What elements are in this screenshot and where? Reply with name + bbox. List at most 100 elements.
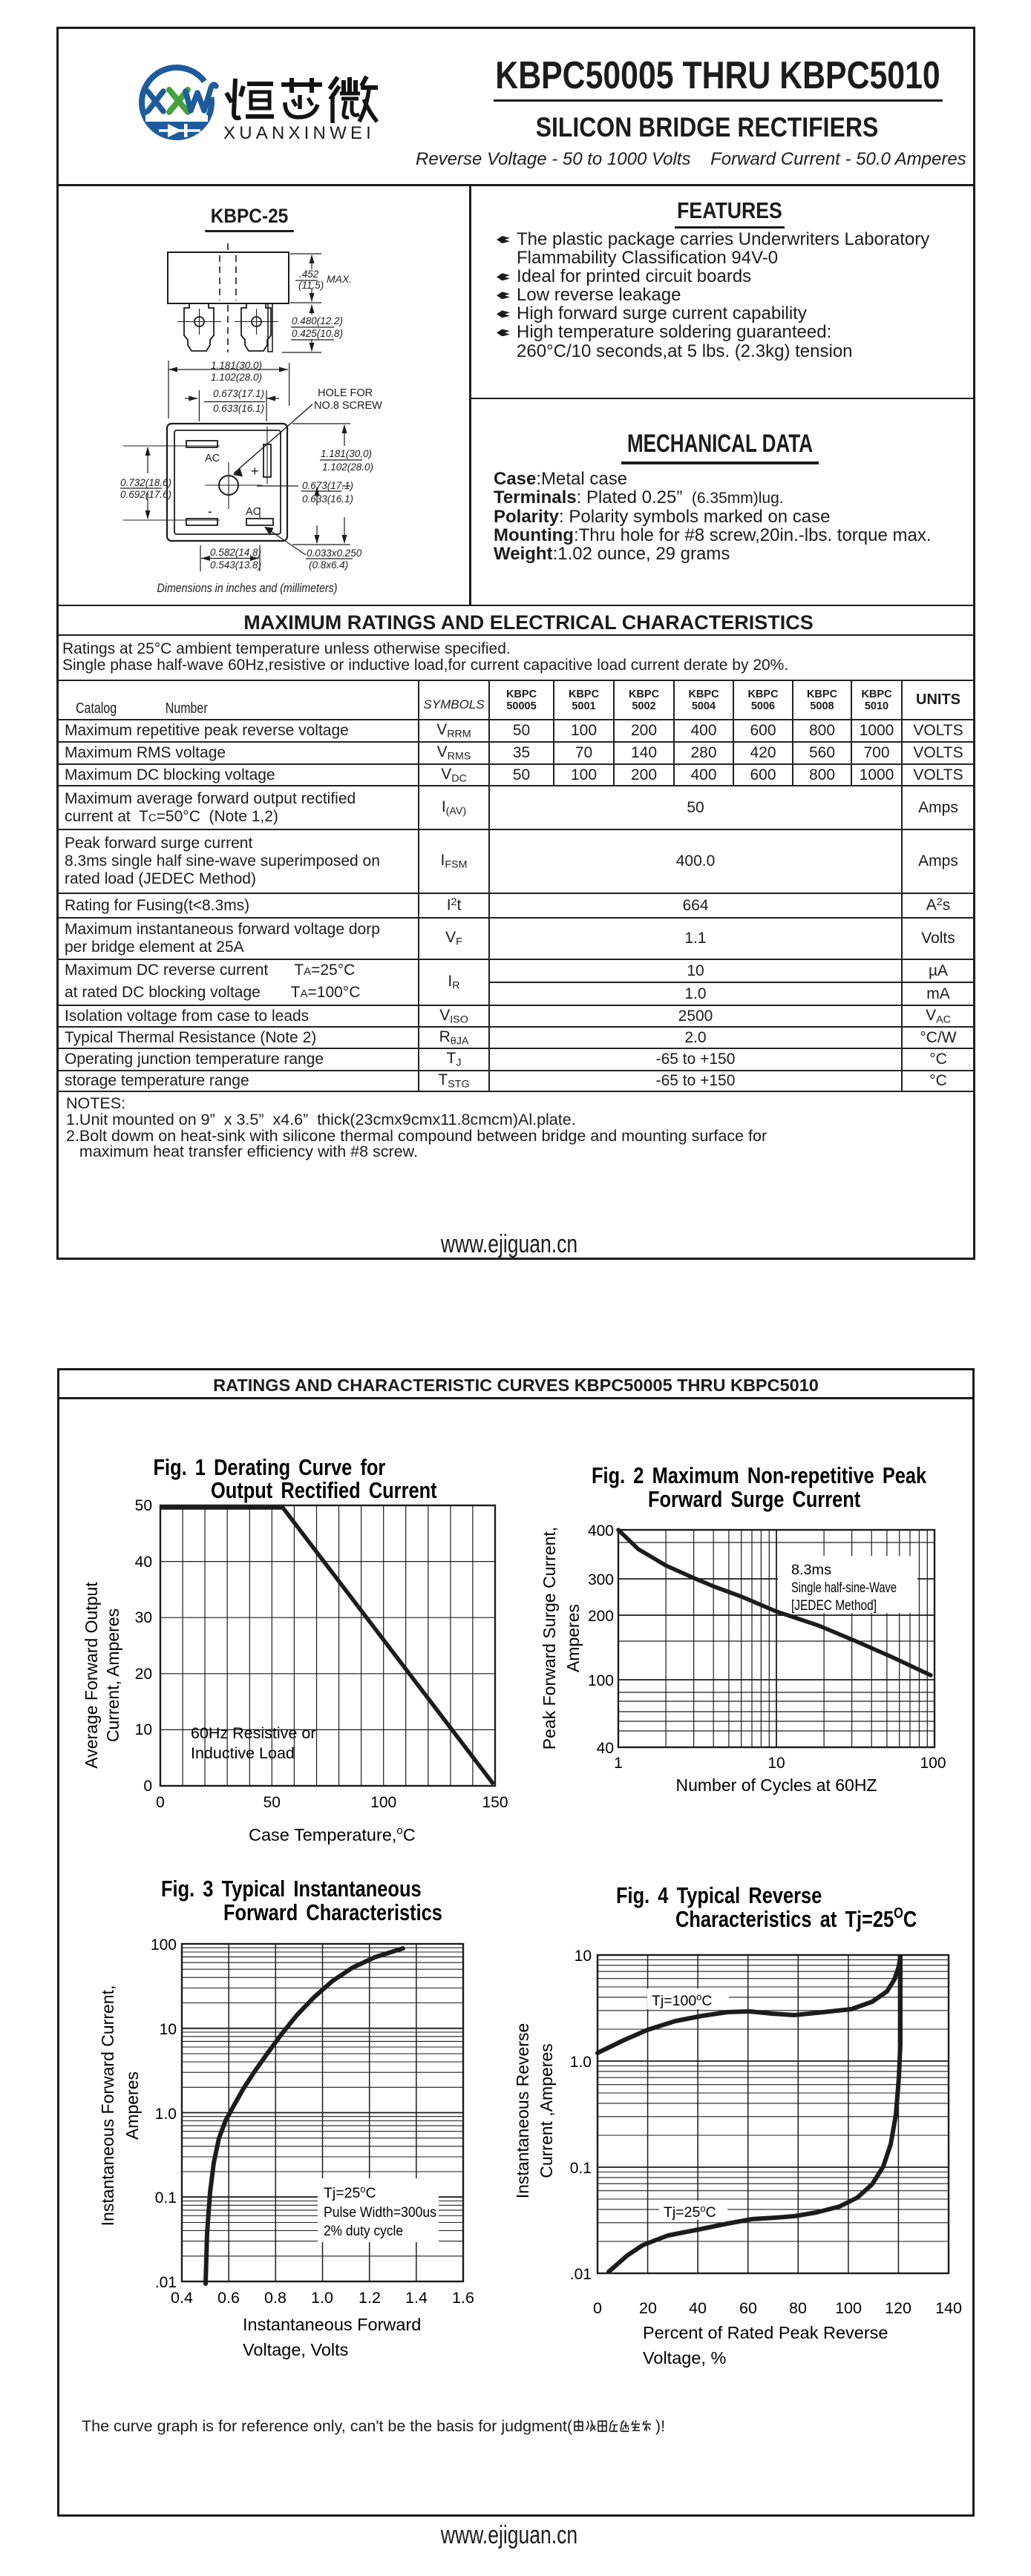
svg-text:2% duty cycle: 2% duty cycle bbox=[324, 2223, 403, 2239]
svg-text:+: + bbox=[251, 464, 259, 479]
svg-text:8.3ms: 8.3ms bbox=[791, 1562, 831, 1578]
svg-text:300: 300 bbox=[588, 1571, 614, 1588]
svg-text:1.102(28.0): 1.102(28.0) bbox=[211, 372, 262, 383]
svg-text:100: 100 bbox=[151, 1936, 177, 1954]
svg-text:Average Forward Output: Average Forward Output bbox=[82, 1582, 101, 1769]
svg-text:50: 50 bbox=[264, 1794, 281, 1811]
svg-text:Case Temperature,oC: Case Temperature,oC bbox=[249, 1824, 416, 1844]
svg-text:Voltage, Volts: Voltage, Volts bbox=[243, 2340, 348, 2359]
svg-text:.01: .01 bbox=[155, 2274, 177, 2291]
svg-text:.01: .01 bbox=[570, 2266, 592, 2283]
svg-text:Instantaneous Forward Current,: Instantaneous Forward Current, bbox=[98, 1985, 117, 2227]
svg-text:200: 200 bbox=[588, 1608, 614, 1625]
svg-text:10: 10 bbox=[135, 1721, 152, 1738]
svg-text:[JEDEC Method]: [JEDEC Method] bbox=[791, 1597, 877, 1614]
svg-text:0.732(18.6): 0.732(18.6) bbox=[120, 477, 171, 488]
svg-text:0.633(16.1): 0.633(16.1) bbox=[302, 493, 353, 505]
svg-text:1.0: 1.0 bbox=[570, 2054, 592, 2071]
svg-text:Instantaneous Reverse: Instantaneous Reverse bbox=[513, 2023, 532, 2199]
svg-text:.452: .452 bbox=[299, 269, 319, 280]
svg-text:Inductive Load: Inductive Load bbox=[191, 1744, 295, 1762]
svg-text:10: 10 bbox=[767, 1755, 785, 1772]
svg-text:140: 140 bbox=[935, 2299, 962, 2317]
svg-text:30: 30 bbox=[135, 1609, 152, 1626]
svg-text:HOLE FOR: HOLE FOR bbox=[318, 387, 373, 399]
svg-text:0.8: 0.8 bbox=[264, 2289, 287, 2307]
svg-text:40: 40 bbox=[597, 1740, 614, 1757]
svg-text:Forward Characteristics: Forward Characteristics bbox=[223, 1900, 442, 1926]
svg-text:Percent of Rated Peak Reverse: Percent of Rated Peak Reverse bbox=[643, 2323, 888, 2342]
svg-text:Fig. 3 Typical Instantaneous: Fig. 3 Typical Instantaneous bbox=[161, 1876, 422, 1902]
svg-text:Tj=25oC: Tj=25oC bbox=[664, 2203, 716, 2221]
svg-text:10: 10 bbox=[160, 2021, 177, 2038]
svg-text:Peak Forward Surge Current,: Peak Forward Surge Current, bbox=[540, 1527, 559, 1749]
svg-text:MAX.: MAX. bbox=[327, 273, 352, 285]
svg-text:Tj=100oC: Tj=100oC bbox=[652, 1991, 713, 2009]
svg-text:0.1: 0.1 bbox=[155, 2189, 177, 2207]
svg-text:100: 100 bbox=[835, 2299, 862, 2317]
svg-text:0.4: 0.4 bbox=[171, 2289, 193, 2307]
svg-text:Current, Amperes: Current, Amperes bbox=[103, 1609, 122, 1742]
svg-text:1.0: 1.0 bbox=[155, 2106, 177, 2123]
svg-text:0.425(10.8): 0.425(10.8) bbox=[292, 328, 343, 339]
svg-text:-: - bbox=[208, 504, 212, 519]
svg-text:80: 80 bbox=[789, 2299, 807, 2317]
svg-text:Output Rectified Current: Output Rectified Current bbox=[211, 1478, 437, 1504]
svg-text:40: 40 bbox=[135, 1554, 152, 1571]
svg-text:Fig. 2 Maximum Non-repetitive: Fig. 2 Maximum Non-repetitive Peak bbox=[592, 1463, 926, 1489]
svg-text:Fig. 4 Typical Reverse: Fig. 4 Typical Reverse bbox=[616, 1883, 822, 1909]
svg-text:AC: AC bbox=[246, 506, 261, 518]
svg-text:1.181(30.0): 1.181(30.0) bbox=[321, 448, 372, 459]
svg-text:150: 150 bbox=[482, 1794, 508, 1811]
svg-text:20: 20 bbox=[135, 1666, 152, 1683]
svg-text:60Hz Resistive or: 60Hz Resistive or bbox=[191, 1724, 315, 1742]
svg-text:1: 1 bbox=[614, 1755, 623, 1772]
svg-text:10: 10 bbox=[575, 1948, 592, 1965]
svg-text:0.6: 0.6 bbox=[217, 2289, 240, 2307]
svg-text:1.181(30.0): 1.181(30.0) bbox=[211, 360, 262, 371]
svg-text:100: 100 bbox=[588, 1672, 614, 1689]
svg-text:Voltage, %: Voltage, % bbox=[643, 2348, 726, 2368]
svg-text:0.1: 0.1 bbox=[570, 2160, 592, 2177]
svg-text:1.4: 1.4 bbox=[405, 2289, 428, 2307]
svg-text:Single half-sine-Wave: Single half-sine-Wave bbox=[791, 1580, 897, 1596]
svg-text:50: 50 bbox=[135, 1497, 152, 1514]
svg-text:400: 400 bbox=[588, 1522, 614, 1540]
svg-text:1.102(28.0): 1.102(28.0) bbox=[322, 461, 373, 473]
svg-text:0: 0 bbox=[143, 1778, 152, 1795]
svg-text:0.582(14.8): 0.582(14.8) bbox=[210, 547, 261, 558]
svg-text:0.633(16.1): 0.633(16.1) bbox=[213, 403, 264, 414]
svg-text:20: 20 bbox=[639, 2299, 657, 2317]
svg-text:XUANXINWEI: XUANXINWEI bbox=[223, 123, 375, 143]
svg-text:60: 60 bbox=[739, 2299, 757, 2317]
svg-text:0.033x0.250: 0.033x0.250 bbox=[307, 548, 362, 559]
svg-text:120: 120 bbox=[885, 2299, 911, 2317]
svg-text:NO.8 SCREW: NO.8 SCREW bbox=[314, 400, 382, 412]
svg-text:Amperes: Amperes bbox=[563, 1604, 583, 1672]
svg-text:Characteristics at Tj=25OC: Characteristics at Tj=25OC bbox=[675, 1904, 917, 1932]
svg-text:AC: AC bbox=[205, 453, 220, 464]
svg-text:Amperes: Amperes bbox=[122, 2071, 142, 2140]
svg-text:(11.5): (11.5) bbox=[298, 280, 324, 291]
svg-text:Fig. 1 Derating Curve for: Fig. 1 Derating Curve for bbox=[154, 1455, 386, 1481]
svg-text:40: 40 bbox=[689, 2299, 707, 2317]
svg-text:Forward Surge Current: Forward Surge Current bbox=[648, 1487, 861, 1513]
svg-text:1.2: 1.2 bbox=[359, 2289, 381, 2307]
svg-text:0.543(13.8): 0.543(13.8) bbox=[210, 559, 261, 571]
svg-text:Number of Cycles at 60HZ: Number of Cycles at 60HZ bbox=[676, 1775, 877, 1795]
svg-text:Tj=25oC: Tj=25oC bbox=[324, 2184, 376, 2201]
svg-text:1.6: 1.6 bbox=[452, 2289, 474, 2307]
svg-text:100: 100 bbox=[920, 1755, 946, 1772]
svg-text:0: 0 bbox=[156, 1794, 165, 1811]
svg-text:Instantaneous Forward: Instantaneous Forward bbox=[243, 2315, 421, 2334]
svg-text:1.0: 1.0 bbox=[311, 2289, 333, 2307]
svg-text:0: 0 bbox=[593, 2299, 602, 2317]
svg-text:(0.8x6.4): (0.8x6.4) bbox=[309, 559, 348, 571]
svg-text:0.673(17.1): 0.673(17.1) bbox=[213, 388, 264, 399]
svg-text:0.480(12.2): 0.480(12.2) bbox=[292, 315, 343, 326]
svg-text:Current ,Amperes: Current ,Amperes bbox=[537, 2043, 556, 2178]
svg-text:0.673(17.1): 0.673(17.1) bbox=[302, 480, 353, 491]
svg-text:100: 100 bbox=[370, 1794, 396, 1811]
svg-text:Pulse Width=300us: Pulse Width=300us bbox=[324, 2204, 436, 2221]
svg-text:0.692(17.6): 0.692(17.6) bbox=[120, 489, 171, 500]
